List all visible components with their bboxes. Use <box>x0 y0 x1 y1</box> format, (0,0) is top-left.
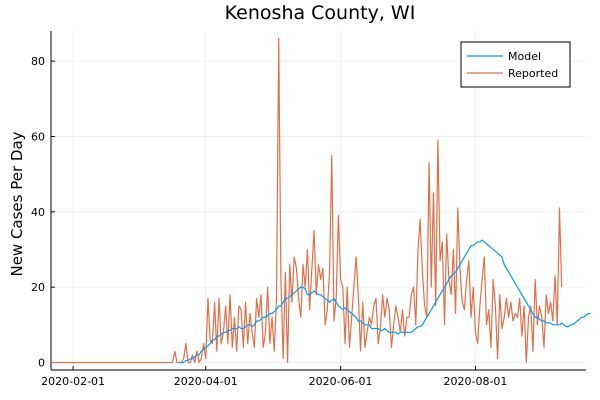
grid <box>51 31 586 370</box>
legend-box <box>460 41 571 88</box>
x-tick-label: 2020-06-01 <box>309 375 373 388</box>
series <box>51 37 591 364</box>
series-line-reported <box>51 37 563 364</box>
y-tick-label: 60 <box>31 130 45 143</box>
series-line-model <box>179 239 591 364</box>
x-tick-label: 2020-02-01 <box>41 375 105 388</box>
legend: Model Reported <box>460 41 571 88</box>
y-tick-label: 40 <box>31 206 45 219</box>
x-tick-label: 2020-04-01 <box>174 375 238 388</box>
chart-title: Kenosha County, WI <box>225 2 416 24</box>
legend-label-model: Model <box>508 50 541 63</box>
y-tick-label: 0 <box>38 356 45 369</box>
legend-label-reported: Reported <box>508 67 558 80</box>
y-tick-label: 80 <box>31 55 45 68</box>
x-tick-label: 2020-08-01 <box>443 375 507 388</box>
y-tick-label: 20 <box>31 281 45 294</box>
y-axis-label: New Cases Per Day <box>8 131 26 276</box>
axes: 0 20 40 60 80 2020-02-01 2020-04-01 2020-06-01 2… <box>31 31 586 388</box>
